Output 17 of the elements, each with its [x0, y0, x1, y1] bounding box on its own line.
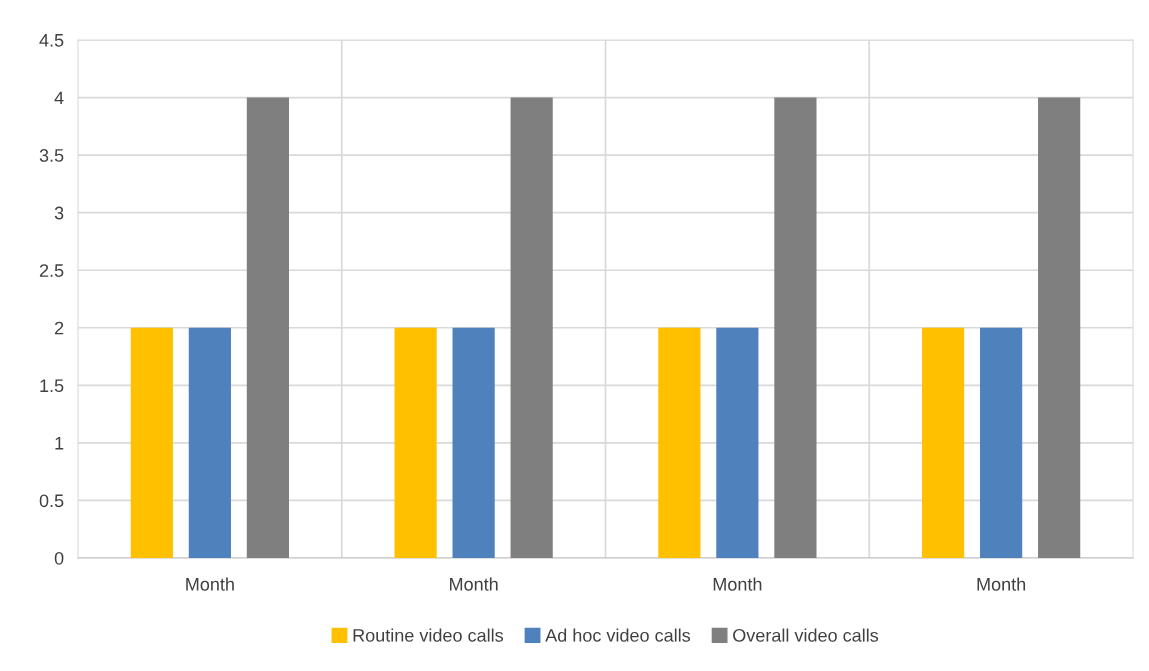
x-tick-label: Month: [450, 577, 498, 591]
y-tick-label: 0: [54, 551, 64, 565]
y-tick-label: 0.5: [39, 494, 64, 508]
y-tick-label: 2.5: [39, 264, 64, 277]
legend-label: Overall video calls: [733, 628, 879, 642]
y-tick-label: 3.5: [39, 149, 64, 162]
legend-label: Ad hoc video calls: [545, 628, 691, 642]
x-tick-label: Month: [713, 577, 762, 591]
x-tick-label: Month: [186, 577, 234, 591]
y-tick-label: 4.5: [39, 34, 64, 47]
x-tick-label: Month: [977, 577, 1026, 591]
legend-label: Routine video calls: [353, 628, 504, 642]
y-tick-label: 4: [54, 91, 64, 105]
y-tick-label: 1: [55, 437, 64, 450]
y-tick-label: 2: [54, 321, 64, 335]
y-tick-label: 3: [54, 206, 64, 220]
y-tick-label: 1.5: [40, 379, 64, 393]
